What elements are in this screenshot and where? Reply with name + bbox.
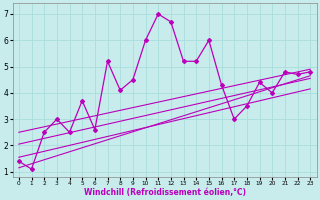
X-axis label: Windchill (Refroidissement éolien,°C): Windchill (Refroidissement éolien,°C)	[84, 188, 245, 197]
